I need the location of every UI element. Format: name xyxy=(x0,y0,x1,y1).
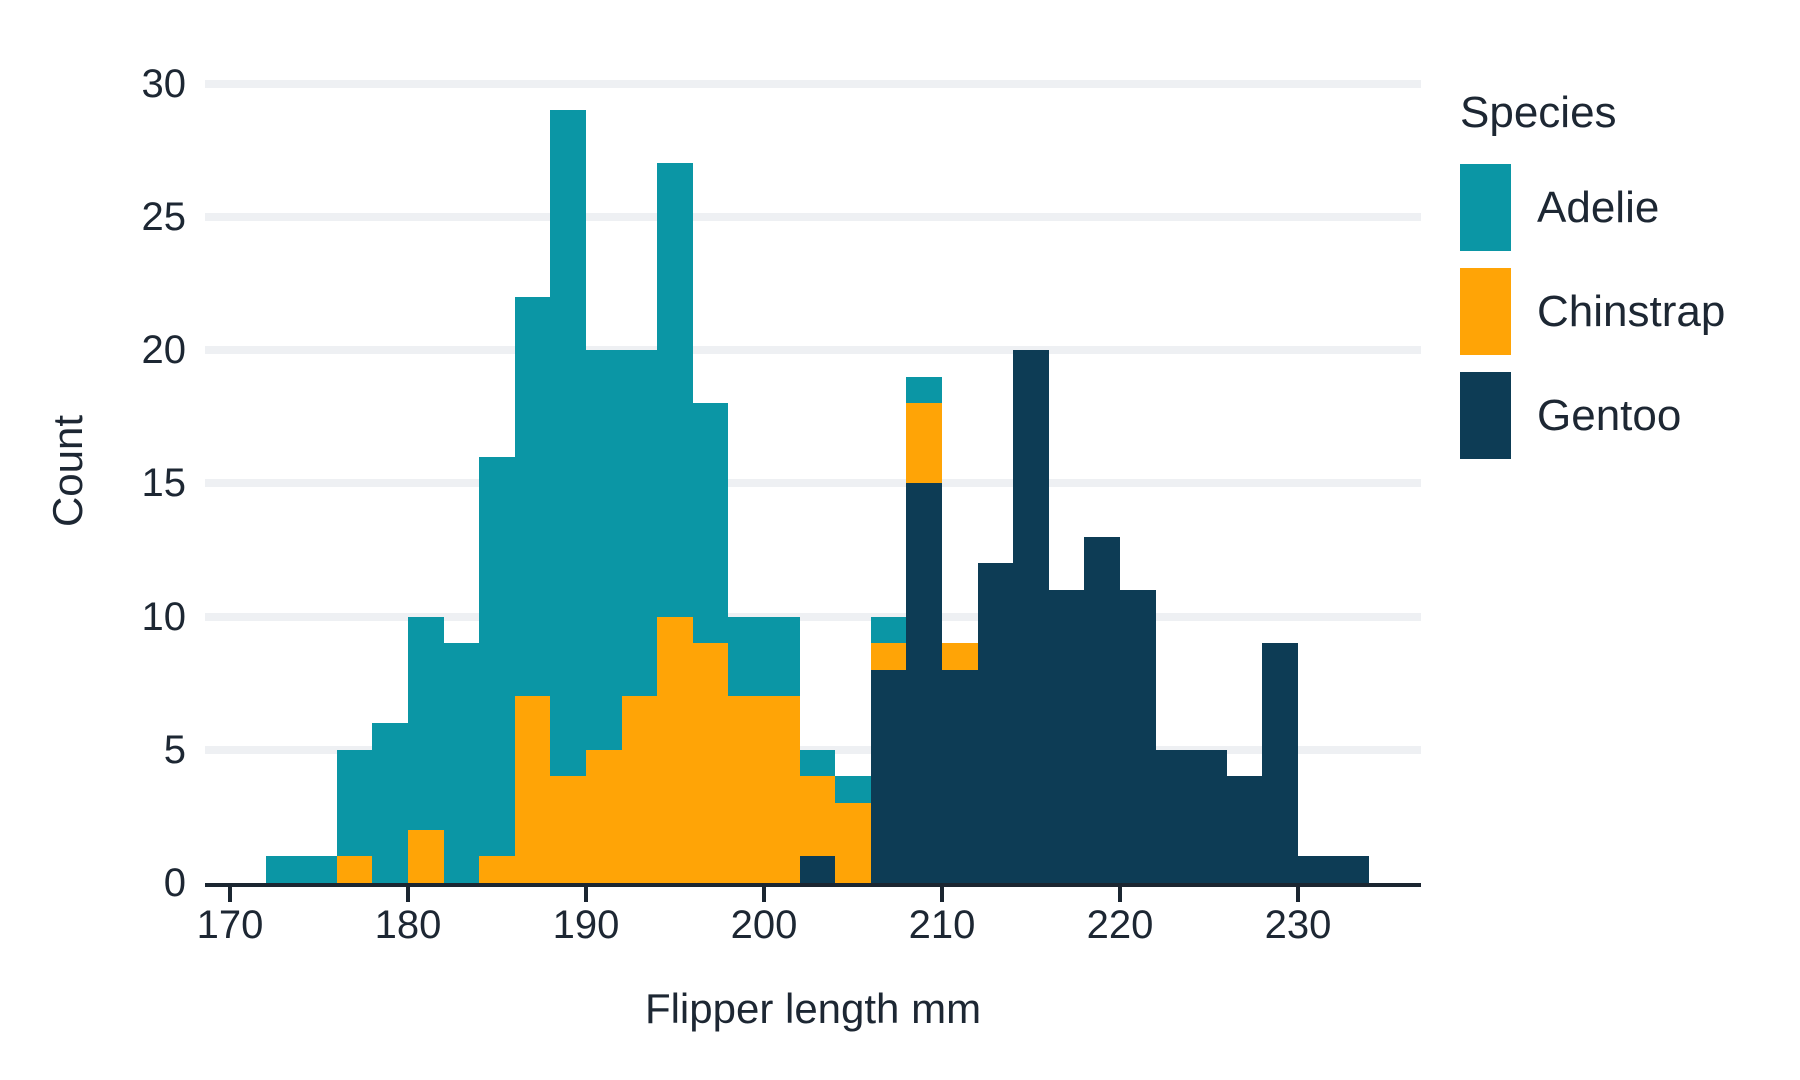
x-tick-mark-180 xyxy=(406,887,410,902)
bar-segment-adelie-206 xyxy=(871,617,906,643)
x-tick-mark-170 xyxy=(228,887,232,902)
bar-segment-gentoo-218 xyxy=(1084,537,1120,883)
bar-segment-chinstrap-176 xyxy=(337,856,372,883)
legend-label-gentoo: Gentoo xyxy=(1537,390,1682,440)
bar-segment-adelie-188 xyxy=(550,110,586,776)
x-tick-mark-200 xyxy=(762,887,766,902)
bar-segment-chinstrap-184 xyxy=(479,856,515,883)
legend: Species Adelie Chinstrap Gentoo xyxy=(1460,88,1725,476)
bar-segment-chinstrap-202 xyxy=(800,776,835,856)
grid-line-y20 xyxy=(205,346,1421,354)
x-axis-line xyxy=(205,883,1421,887)
y-tick-label-10: 10 xyxy=(141,595,187,639)
bar-segment-adelie-178 xyxy=(372,723,408,883)
bar-segment-gentoo-202 xyxy=(800,856,835,883)
x-tick-mark-210 xyxy=(940,887,944,902)
bar-segment-adelie-192 xyxy=(622,350,657,696)
legend-title: Species xyxy=(1460,88,1617,137)
bar-segment-adelie-204 xyxy=(835,776,871,803)
y-tick-label-30: 30 xyxy=(141,62,187,106)
bar-segment-chinstrap-180 xyxy=(408,830,444,883)
bar-segment-gentoo-228 xyxy=(1262,643,1298,883)
bar-segment-adelie-190 xyxy=(586,350,622,750)
bar-segment-gentoo-212 xyxy=(978,563,1013,883)
bar-segment-chinstrap-190 xyxy=(586,750,622,883)
x-tick-mark-230 xyxy=(1296,887,1300,902)
x-tick-label-230: 230 xyxy=(1264,903,1332,947)
grid-line-y30 xyxy=(205,80,1421,88)
grid-line-y15 xyxy=(205,479,1421,487)
bar-segment-adelie-174 xyxy=(301,856,337,883)
x-tick-label-200: 200 xyxy=(730,903,798,947)
grid-line-y25 xyxy=(205,213,1421,221)
bar-segment-chinstrap-186 xyxy=(515,696,550,883)
bar-segment-chinstrap-194 xyxy=(657,617,693,883)
legend-items: Adelie Chinstrap Gentoo xyxy=(1460,164,1725,459)
bar-segment-adelie-182 xyxy=(444,643,479,883)
y-tick-label-25: 25 xyxy=(141,195,187,239)
bar-segment-adelie-194 xyxy=(657,163,693,617)
bar-segment-chinstrap-188 xyxy=(550,776,586,883)
legend-item-chinstrap: Chinstrap xyxy=(1460,268,1725,355)
y-tick-label-0: 0 xyxy=(163,861,186,905)
legend-swatch-chinstrap xyxy=(1460,268,1511,355)
legend-label-adelie: Adelie xyxy=(1537,182,1660,232)
bar-segment-chinstrap-204 xyxy=(835,803,871,883)
x-tick-mark-220 xyxy=(1118,887,1122,902)
bar-segment-gentoo-210 xyxy=(942,670,978,883)
bar-segment-adelie-180 xyxy=(408,617,444,830)
bar-segment-gentoo-208 xyxy=(906,483,942,883)
bar-segment-adelie-202 xyxy=(800,750,835,776)
bar-segment-gentoo-232 xyxy=(1334,856,1369,883)
bar-segment-adelie-198 xyxy=(728,617,764,696)
legend-swatch-gentoo xyxy=(1460,372,1511,459)
legend-item-adelie: Adelie xyxy=(1460,164,1725,251)
legend-swatch-adelie xyxy=(1460,164,1511,251)
y-tick-label-5: 5 xyxy=(163,728,186,772)
bar-segment-adelie-176 xyxy=(337,750,372,856)
bar-segment-gentoo-220 xyxy=(1120,590,1156,883)
legend-label-chinstrap: Chinstrap xyxy=(1537,286,1726,336)
bar-segment-gentoo-224 xyxy=(1191,750,1227,883)
bar-segment-gentoo-206 xyxy=(871,670,906,883)
bar-segment-gentoo-230 xyxy=(1298,856,1334,883)
x-tick-label-170: 170 xyxy=(196,903,264,947)
x-tick-mark-190 xyxy=(584,887,588,902)
bar-segment-chinstrap-198 xyxy=(728,696,764,883)
bar-segment-gentoo-214 xyxy=(1013,350,1049,883)
x-tick-label-220: 220 xyxy=(1086,903,1154,947)
bar-segment-gentoo-216 xyxy=(1049,590,1084,883)
bar-segment-adelie-186 xyxy=(515,297,550,696)
bar-segment-adelie-208 xyxy=(906,377,942,403)
bar-segment-chinstrap-210 xyxy=(942,643,978,670)
x-tick-label-210: 210 xyxy=(908,903,976,947)
bar-segment-chinstrap-200 xyxy=(764,696,800,883)
bar-segment-gentoo-226 xyxy=(1227,776,1262,883)
bar-segment-adelie-184 xyxy=(479,457,515,856)
bar-segment-adelie-172 xyxy=(266,856,301,883)
bar-segment-chinstrap-192 xyxy=(622,696,657,883)
x-tick-label-190: 190 xyxy=(552,903,620,947)
legend-item-gentoo: Gentoo xyxy=(1460,372,1725,459)
x-axis-title: Flipper length mm xyxy=(644,985,982,1032)
grid-line-y10 xyxy=(205,613,1421,621)
y-tick-label-15: 15 xyxy=(141,461,187,505)
y-axis-title: Count xyxy=(44,414,91,528)
bar-segment-chinstrap-208 xyxy=(906,403,942,483)
bar-segment-chinstrap-196 xyxy=(693,643,728,883)
bar-segment-gentoo-222 xyxy=(1156,750,1191,883)
bar-segment-adelie-196 xyxy=(693,403,728,643)
y-tick-label-20: 20 xyxy=(141,328,187,372)
bar-segment-adelie-200 xyxy=(764,617,800,696)
bar-segment-chinstrap-206 xyxy=(871,643,906,670)
x-tick-label-180: 180 xyxy=(374,903,442,947)
